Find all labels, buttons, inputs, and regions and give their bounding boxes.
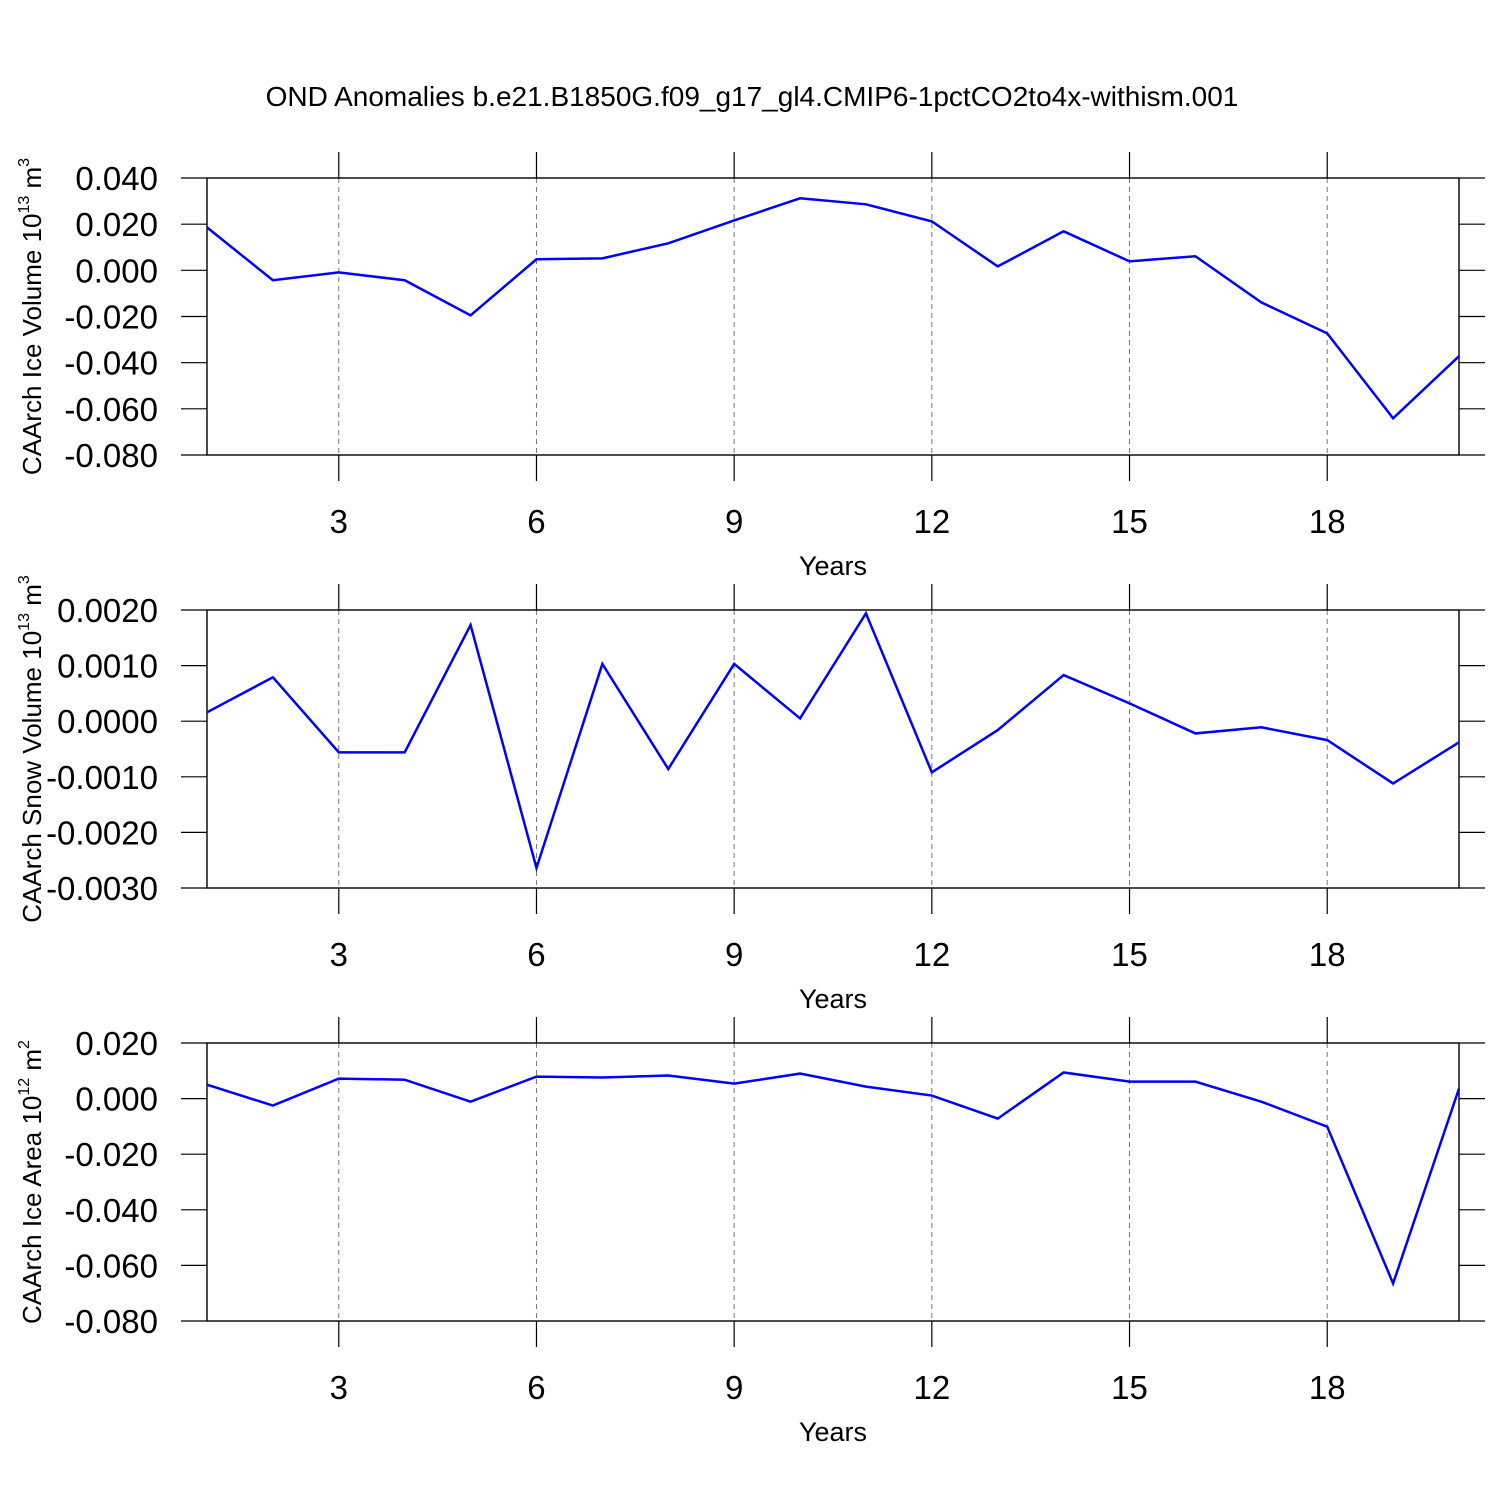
plot-frame	[206, 609, 1460, 889]
y-tick-label: 0.020	[75, 206, 158, 243]
x-tick-label: 12	[913, 936, 950, 973]
y-axis-label-exponent: 13	[16, 613, 33, 631]
x-tick-label: 12	[913, 503, 950, 540]
x-tick-label: 9	[725, 1369, 743, 1406]
y-tick-label: 0.000	[75, 252, 158, 289]
x-tick-label: 3	[330, 503, 348, 540]
x-axis-label: Years	[799, 984, 867, 1014]
y-axis-label-text: CAArch Ice Volume 10	[17, 214, 47, 476]
y-tick-label: -0.020	[64, 1136, 158, 1173]
y-axis-label-exponent: 13	[16, 196, 33, 214]
y-axis-label-unit-exponent: 3	[16, 158, 33, 167]
x-tick-label: 6	[527, 503, 545, 540]
y-tick-label: 0.0000	[57, 703, 158, 740]
y-tick-label: -0.0020	[46, 814, 158, 851]
x-axis-label: Years	[799, 551, 867, 581]
y-tick-label: -0.0010	[46, 759, 158, 796]
y-tick-label: -0.080	[64, 437, 158, 474]
y-axis-label-unit-exponent: 2	[16, 1040, 33, 1049]
plot-frame	[206, 1042, 1460, 1322]
x-tick-label: 18	[1309, 936, 1346, 973]
y-axis-label-unit: m	[17, 167, 47, 196]
y-axis-label: CAArch Snow Volume 1013 m3	[16, 575, 47, 923]
y-axis-label-text: CAArch Ice Area 10	[17, 1096, 47, 1324]
y-tick-label: -0.060	[64, 1247, 158, 1284]
y-tick-label: 0.0010	[57, 648, 158, 685]
data-line	[206, 1071, 1461, 1287]
x-tick-label: 18	[1309, 503, 1346, 540]
y-axis-label-unit: m	[17, 1049, 47, 1078]
y-axis-label-unit: m	[17, 584, 47, 613]
chart-title: OND Anomalies b.e21.B1850G.f09_g17_gl4.C…	[266, 81, 1239, 112]
plot-frame	[206, 177, 1460, 456]
y-axis-label-exponent: 12	[16, 1078, 33, 1096]
y-tick-label: -0.040	[64, 345, 158, 382]
x-axis-label: Years	[799, 1417, 867, 1447]
x-tick-label: 15	[1111, 1369, 1148, 1406]
y-tick-label: 0.000	[75, 1081, 158, 1118]
y-tick-label: -0.0030	[46, 870, 158, 907]
data-line	[206, 610, 1460, 873]
x-tick-label: 12	[913, 1369, 950, 1406]
y-axis-label-unit-exponent: 3	[16, 575, 33, 584]
x-tick-label: 15	[1111, 936, 1148, 973]
x-tick-label: 3	[330, 1369, 348, 1406]
x-tick-label: 18	[1309, 1369, 1346, 1406]
y-tick-label: -0.080	[64, 1303, 158, 1340]
data-line	[206, 197, 1460, 421]
x-tick-label: 6	[527, 1369, 545, 1406]
x-tick-label: 9	[725, 503, 743, 540]
y-tick-label: -0.020	[64, 299, 158, 336]
y-axis-label: CAArch Ice Volume 1013 m3	[16, 158, 47, 475]
y-tick-label: -0.060	[64, 391, 158, 428]
y-axis-label-text: CAArch Snow Volume 10	[17, 631, 47, 923]
y-tick-label: -0.040	[64, 1192, 158, 1229]
y-tick-label: 0.020	[75, 1025, 158, 1062]
x-tick-label: 15	[1111, 503, 1148, 540]
x-tick-label: 6	[527, 936, 545, 973]
y-tick-label: 0.0020	[57, 592, 158, 629]
y-axis-label: CAArch Ice Area 1012 m2	[16, 1040, 47, 1324]
y-tick-label: 0.040	[75, 160, 158, 197]
x-tick-label: 3	[330, 936, 348, 973]
x-tick-label: 9	[725, 936, 743, 973]
